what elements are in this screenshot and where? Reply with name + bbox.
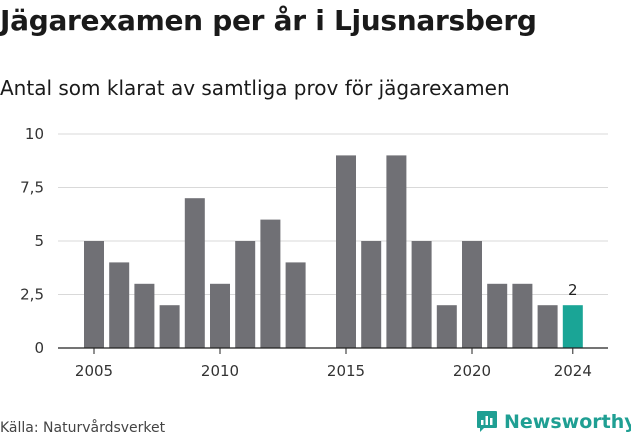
bar-2018	[411, 241, 432, 348]
bar-2011	[235, 241, 256, 348]
x-tick-label: 2010	[201, 362, 239, 380]
bar-chart-speech-icon	[477, 411, 497, 432]
data-label: 2	[568, 281, 578, 299]
bar-2007	[134, 283, 155, 348]
y-tick-label: 2,5	[20, 286, 44, 304]
bar-2024	[562, 305, 583, 348]
bar-2015	[336, 155, 356, 348]
bar-2012	[260, 219, 281, 348]
bar-2009	[184, 198, 205, 348]
x-tick-label: 2024	[554, 362, 592, 380]
bar-2008	[159, 305, 180, 348]
bar-2017	[386, 155, 407, 348]
source-note: Källa: Naturvårdsverket	[0, 420, 166, 436]
bar-2006	[109, 262, 130, 348]
bar-2013	[285, 262, 306, 348]
chart-subtitle: Antal som klarat av samtliga prov för jä…	[0, 76, 510, 100]
bar-2020	[462, 241, 482, 348]
bar-2021	[487, 283, 508, 348]
x-tick-label: 2020	[453, 362, 491, 380]
y-tick-label: 0	[34, 339, 44, 357]
y-tick-label: 10	[25, 125, 44, 143]
bar-2010	[210, 283, 230, 348]
y-tick-label: 7,5	[20, 179, 44, 197]
x-tick-label: 2005	[75, 362, 113, 380]
newsworthy-logo: Newsworthy	[476, 410, 631, 434]
bar-2023	[537, 305, 558, 348]
chart-title: Jägarexamen per år i Ljusnarsberg	[0, 4, 537, 37]
bar-chart: 0 2,5 5 7,5 10 2005 2010 2015 2020 2024 2	[20, 125, 608, 380]
brand-name: Newsworthy	[504, 411, 631, 433]
bar-2005	[84, 241, 104, 348]
bar-2019	[436, 305, 457, 348]
bar-2016	[361, 241, 382, 348]
x-tick-label: 2015	[327, 362, 365, 380]
y-tick-label: 5	[34, 232, 44, 250]
bar-2022	[512, 283, 533, 348]
